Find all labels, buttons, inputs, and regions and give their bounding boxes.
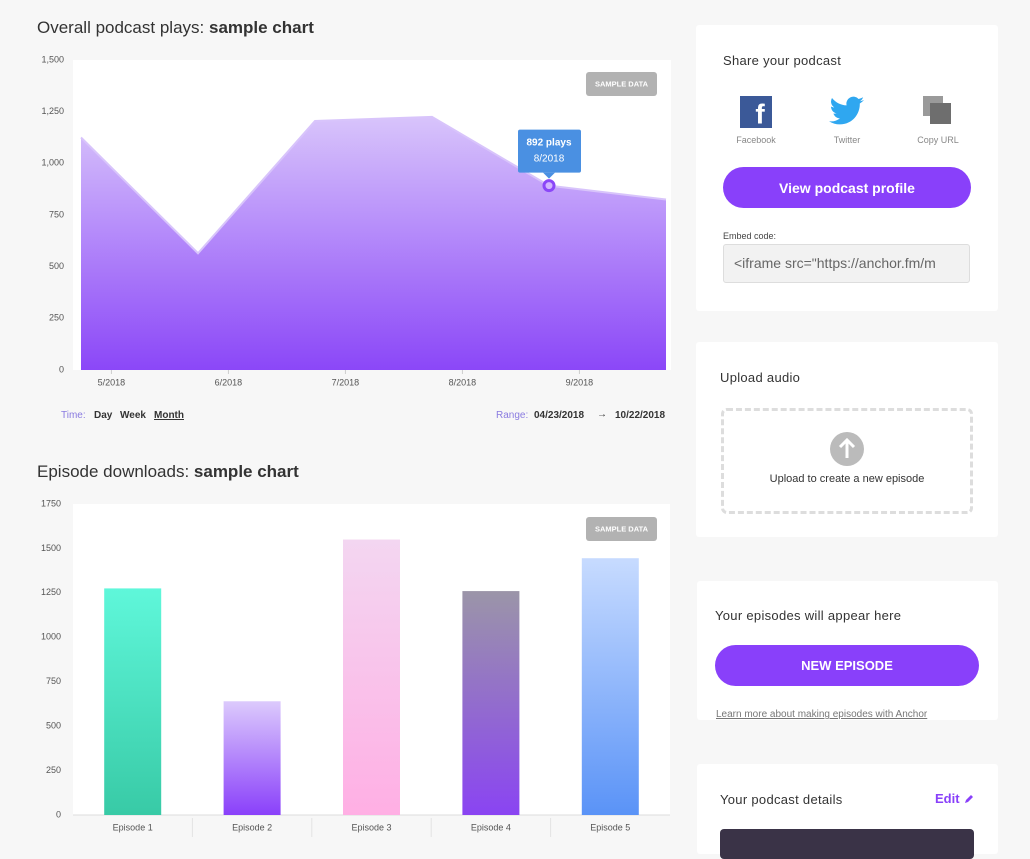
tooltip-date: 8/2018 bbox=[534, 153, 565, 164]
share-label: Copy URL bbox=[917, 135, 959, 145]
copy-icon[interactable] bbox=[923, 96, 953, 126]
y-tick-label: 0 bbox=[56, 809, 61, 819]
range-start[interactable]: 04/23/2018 bbox=[534, 410, 585, 421]
range-label: Range: bbox=[496, 410, 529, 421]
title-emphasis: sample chart bbox=[209, 18, 314, 37]
time-option[interactable]: Week bbox=[120, 410, 146, 421]
episodes-card: Your episodes will appear here NEW EPISO… bbox=[697, 581, 998, 720]
sample-badge bbox=[586, 72, 657, 96]
edit-link[interactable]: Edit bbox=[935, 791, 960, 806]
bar bbox=[104, 588, 162, 815]
bar bbox=[581, 558, 639, 815]
share-card: Share your podcast f Facebook Twitter Co… bbox=[696, 25, 998, 311]
y-tick-label: 750 bbox=[49, 209, 64, 219]
tooltip-value: 892 plays bbox=[526, 137, 571, 148]
y-tick-label: 1750 bbox=[41, 498, 61, 508]
bar bbox=[343, 539, 400, 815]
time-label: Time: bbox=[61, 410, 86, 421]
chart-title: Episode downloads: sample chart bbox=[37, 462, 299, 481]
x-tick-label: Episode 4 bbox=[471, 822, 511, 832]
x-tick-label: 9/2018 bbox=[566, 377, 594, 387]
x-tick-label: Episode 2 bbox=[232, 822, 272, 832]
x-tick-label: 8/2018 bbox=[449, 377, 477, 387]
y-tick-label: 250 bbox=[46, 765, 61, 775]
card-title: Upload audio bbox=[720, 370, 801, 385]
y-tick-label: 250 bbox=[49, 313, 64, 323]
sample-badge bbox=[586, 517, 657, 541]
embed-label: Embed code: bbox=[723, 231, 777, 241]
area bbox=[81, 116, 666, 370]
time-option[interactable]: Month bbox=[154, 410, 184, 421]
y-tick-label: 0 bbox=[59, 364, 64, 374]
bar bbox=[462, 591, 520, 815]
y-tick-label: 750 bbox=[46, 676, 61, 686]
card-title: Your podcast details bbox=[720, 792, 843, 807]
range-arrow: → bbox=[597, 409, 607, 420]
x-tick-label: 5/2018 bbox=[98, 377, 126, 387]
pencil-icon bbox=[965, 795, 973, 803]
details-card: Your podcast details Edit bbox=[697, 764, 998, 859]
sample-badge-text: SAMPLE DATA bbox=[595, 79, 649, 88]
title-text: Episode downloads: bbox=[37, 462, 189, 481]
title-emphasis: sample chart bbox=[194, 462, 299, 481]
time-option[interactable]: Day bbox=[94, 410, 113, 421]
upload-dropzone[interactable] bbox=[721, 408, 973, 514]
x-tick-label: Episode 3 bbox=[351, 822, 391, 832]
x-tick-label: Episode 1 bbox=[113, 822, 153, 832]
tooltip-box bbox=[518, 129, 581, 173]
point-marker bbox=[542, 179, 556, 193]
svg-text:f: f bbox=[755, 98, 765, 128]
y-tick-label: 500 bbox=[49, 261, 64, 271]
tooltip-pointer bbox=[543, 172, 555, 179]
bar bbox=[223, 701, 281, 815]
y-tick-label: 1000 bbox=[41, 632, 61, 642]
chart-title: Overall podcast plays: sample chart bbox=[37, 18, 314, 37]
share-label: Twitter bbox=[833, 135, 861, 145]
upload-hint: Upload to create a new episode bbox=[769, 473, 925, 485]
sample-badge-text: SAMPLE DATA bbox=[595, 524, 649, 533]
twitter-icon[interactable] bbox=[829, 96, 865, 128]
y-tick-label: 500 bbox=[46, 721, 61, 731]
learn-more-link[interactable]: Learn more about making episodes with An… bbox=[716, 709, 928, 720]
y-tick-label: 1500 bbox=[41, 543, 61, 553]
x-tick-label: Episode 5 bbox=[590, 822, 630, 832]
card-title: Your episodes will appear here bbox=[715, 608, 902, 623]
y-tick-label: 1250 bbox=[41, 587, 61, 597]
facebook-icon[interactable]: f bbox=[740, 96, 772, 128]
y-tick-label: 1,000 bbox=[41, 158, 64, 168]
x-tick-label: 6/2018 bbox=[215, 377, 243, 387]
embed-input[interactable]: <iframe src="https://anchor.fm/m bbox=[723, 244, 970, 283]
charts: Overall podcast plays: sample chart 0 250 5… bbox=[37, 18, 671, 837]
y-tick-label: 1,500 bbox=[41, 54, 64, 64]
share-label: Facebook bbox=[736, 135, 776, 145]
podcast-cover bbox=[720, 829, 974, 859]
card-title: Share your podcast bbox=[723, 53, 842, 68]
y-tick-label: 1,250 bbox=[41, 106, 64, 116]
title-text: Overall podcast plays: bbox=[37, 18, 204, 37]
range-end[interactable]: 10/22/2018 bbox=[615, 410, 666, 421]
upload-card: Upload audio Upload to create a new epis… bbox=[696, 342, 998, 537]
area-line bbox=[80, 115, 667, 255]
new-episode-button[interactable]: NEW EPISODE bbox=[715, 645, 979, 686]
x-tick-label: 7/2018 bbox=[332, 377, 360, 387]
view-profile-button[interactable]: View podcast profile bbox=[723, 167, 971, 208]
upload-icon bbox=[830, 432, 864, 466]
